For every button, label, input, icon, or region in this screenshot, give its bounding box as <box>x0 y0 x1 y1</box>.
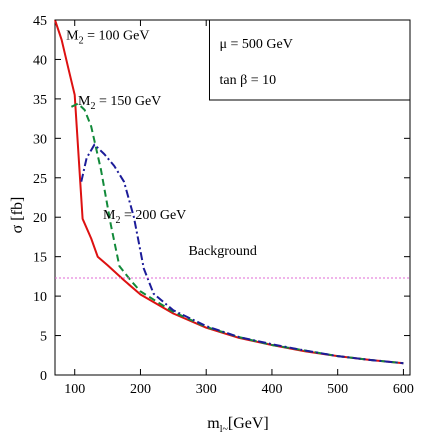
series-group <box>54 19 410 365</box>
x-tick-label: 200 <box>130 382 151 397</box>
x-tick-label: 600 <box>393 382 414 397</box>
y-tick-label: 10 <box>33 290 47 305</box>
parameter-box-frame <box>208 19 411 101</box>
x-axis-label: ml~[GeV] <box>207 415 269 435</box>
series-label-3: Background <box>188 244 256 259</box>
parameter-box: μ = 500 GeV tan β = 10 <box>208 19 411 101</box>
y-tick-label: 35 <box>33 93 47 108</box>
series-line-2 <box>80 143 404 365</box>
y-tick-label: 40 <box>33 53 47 68</box>
y-tick-label: 20 <box>33 211 47 226</box>
series-label-2: M2 = 200 GeV <box>103 208 186 226</box>
y-tick-label: 0 <box>40 369 47 384</box>
x-tick-label: 400 <box>261 382 282 397</box>
series-labels: M2 = 100 GeV M2 = 150 GeV M2 = 200 GeV Back… <box>66 29 257 259</box>
x-tick-label: 300 <box>196 382 217 397</box>
x-tick-label: 100 <box>64 382 85 397</box>
parameter-line-0: μ = 500 GeV <box>219 37 292 52</box>
y-axis-label: σ [fb] <box>9 197 26 234</box>
y-tick-label: 5 <box>40 330 47 345</box>
y-tick-label: 15 <box>33 251 47 266</box>
series-label-1: M2 = 150 GeV <box>78 94 161 112</box>
x-tick-label: 500 <box>327 382 348 397</box>
axis-ticks: 100 200 300 400 500 600 0 5 10 15 20 25 30 35 40 45 <box>33 14 414 397</box>
y-tick-label: 30 <box>33 132 47 147</box>
parameter-line-1: tan β = 10 <box>219 73 276 88</box>
y-tick-label: 25 <box>33 172 47 187</box>
series-line-1 <box>70 102 404 365</box>
series-label-0: M2 = 100 GeV <box>66 29 149 47</box>
y-tick-label: 45 <box>33 14 47 29</box>
